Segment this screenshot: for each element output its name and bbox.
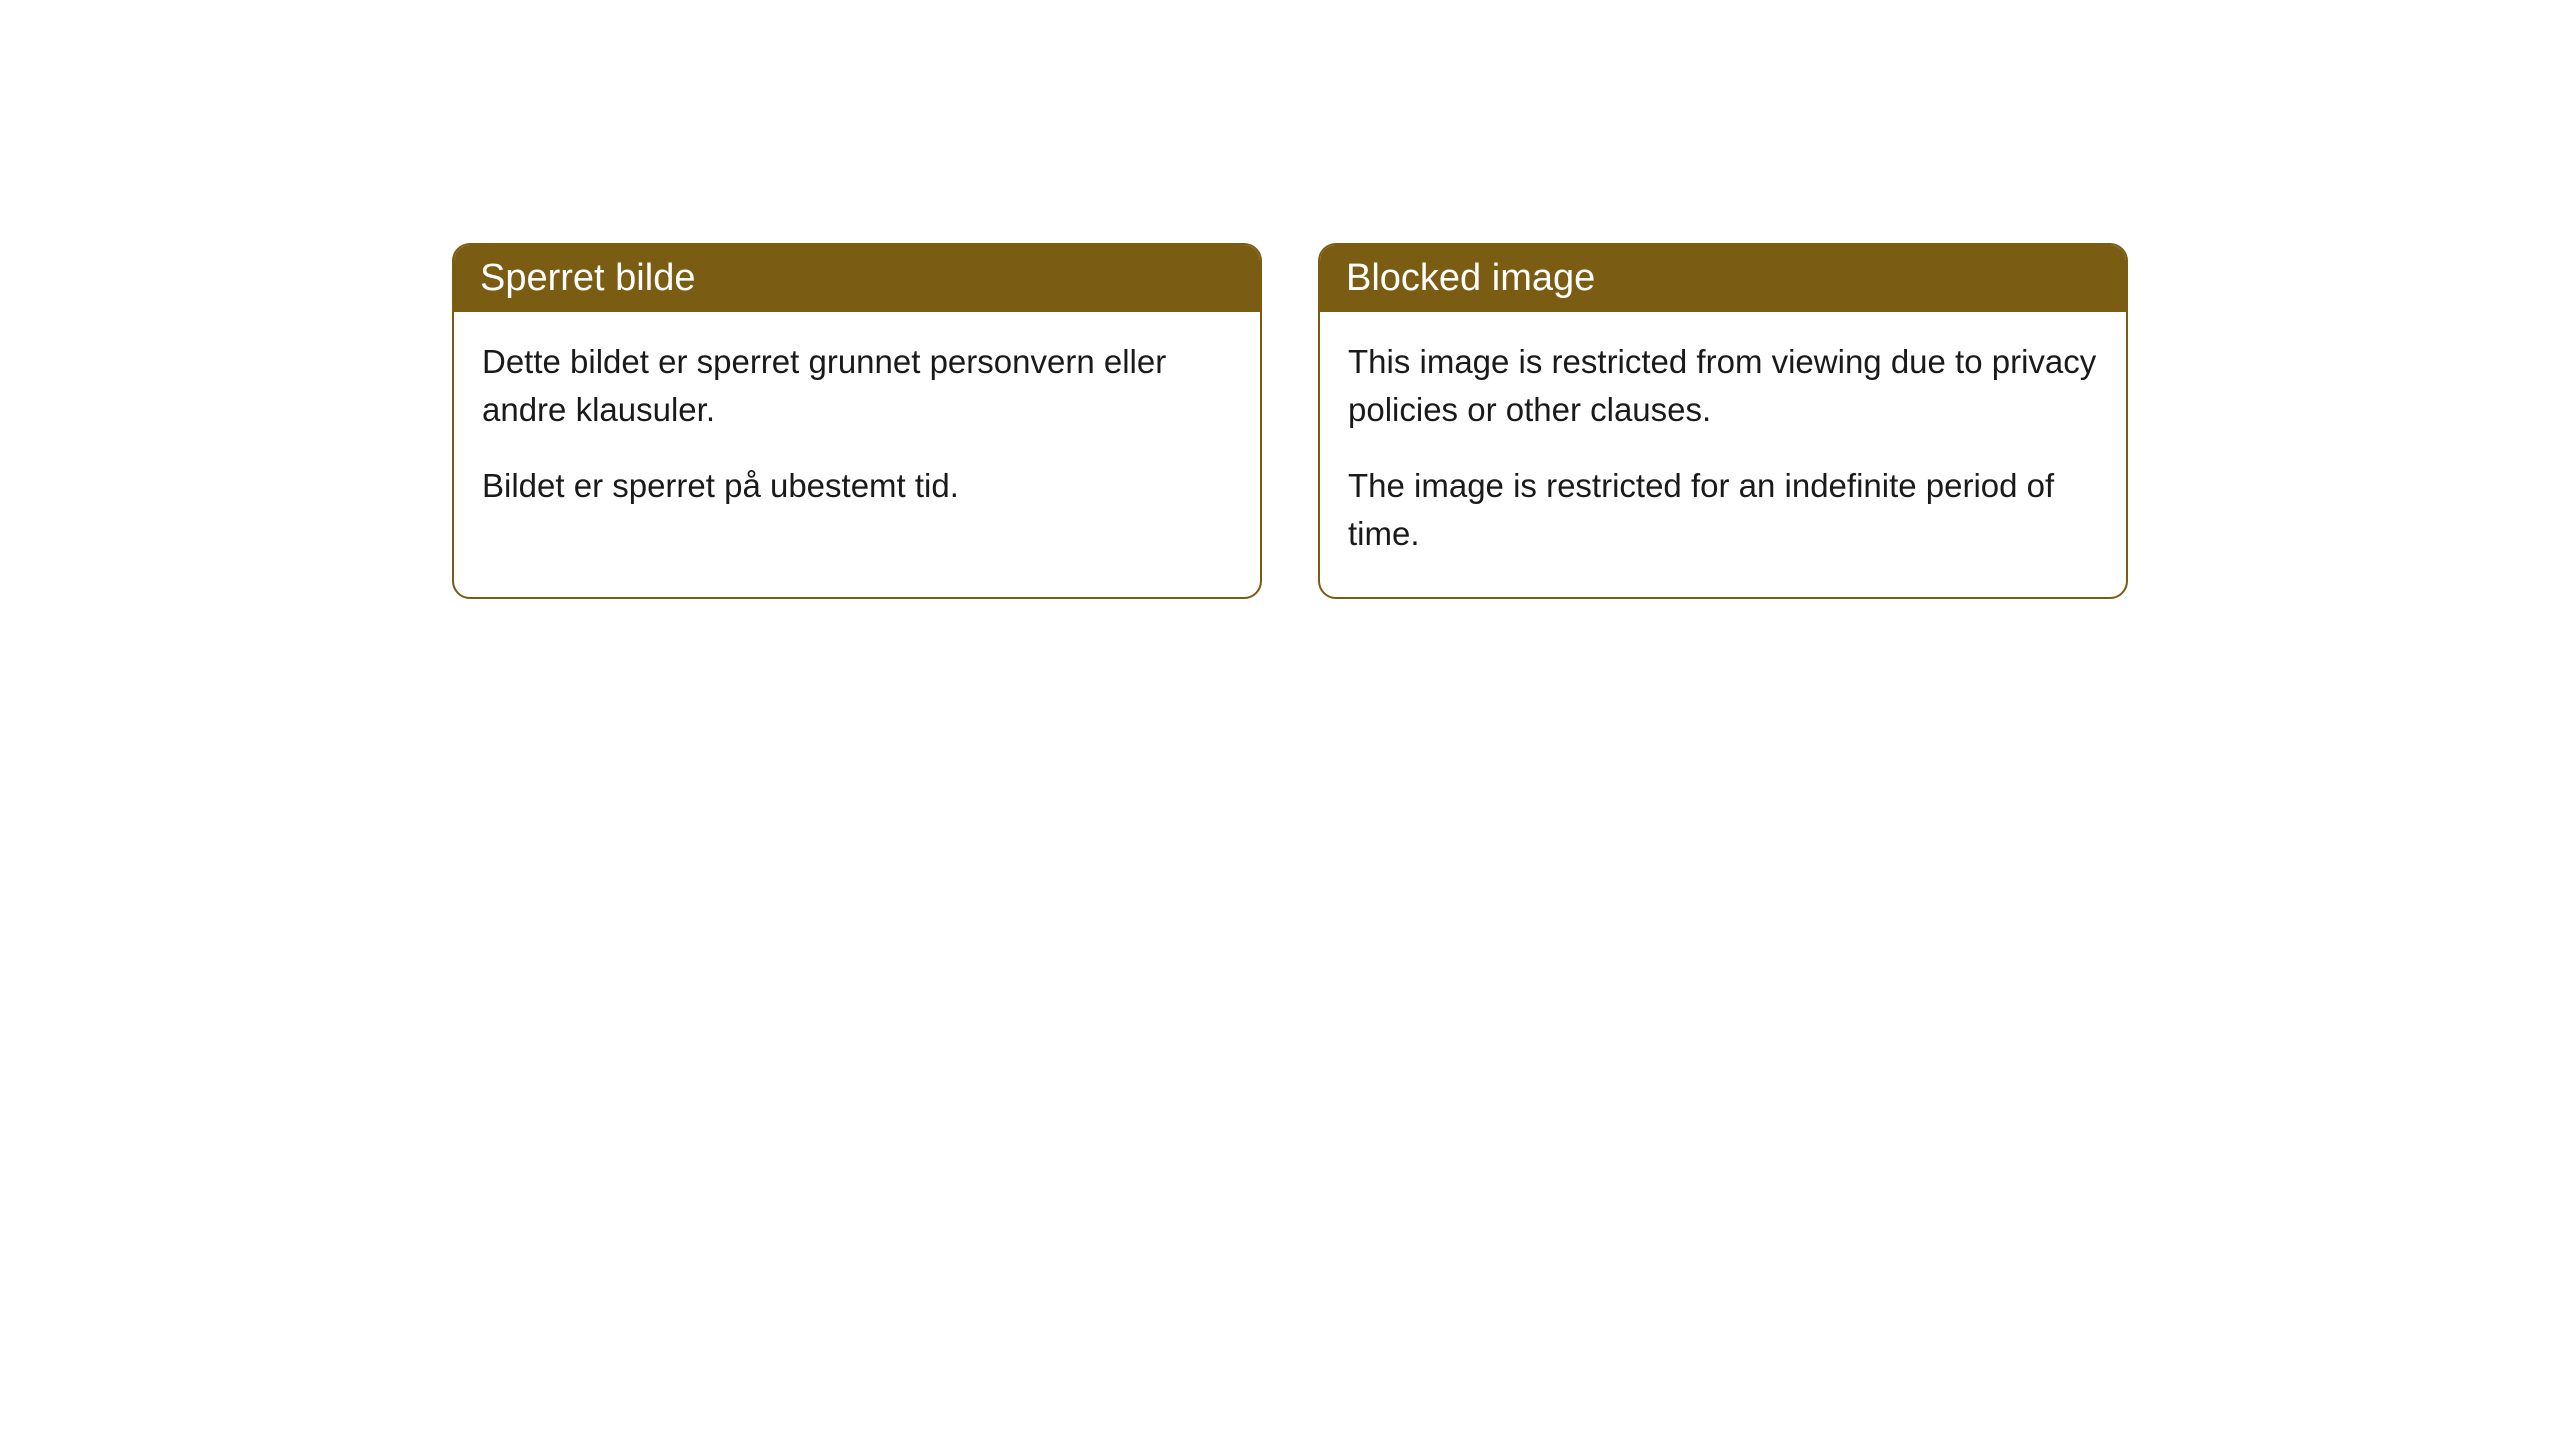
card-paragraph-2: Bildet er sperret på ubestemt tid. bbox=[482, 462, 1232, 510]
card-header-english: Blocked image bbox=[1320, 245, 2126, 312]
card-body-english: This image is restricted from viewing du… bbox=[1320, 312, 2126, 597]
card-title: Blocked image bbox=[1346, 257, 1595, 299]
card-body-norwegian: Dette bildet er sperret grunnet personve… bbox=[454, 312, 1260, 550]
blocked-image-card-english: Blocked image This image is restricted f… bbox=[1318, 243, 2128, 599]
card-paragraph-2: The image is restricted for an indefinit… bbox=[1348, 462, 2098, 558]
cards-container: Sperret bilde Dette bildet er sperret gr… bbox=[0, 0, 2560, 599]
card-paragraph-1: Dette bildet er sperret grunnet personve… bbox=[482, 338, 1232, 434]
card-title: Sperret bilde bbox=[480, 257, 695, 299]
card-header-norwegian: Sperret bilde bbox=[454, 245, 1260, 312]
blocked-image-card-norwegian: Sperret bilde Dette bildet er sperret gr… bbox=[452, 243, 1262, 599]
card-paragraph-1: This image is restricted from viewing du… bbox=[1348, 338, 2098, 434]
